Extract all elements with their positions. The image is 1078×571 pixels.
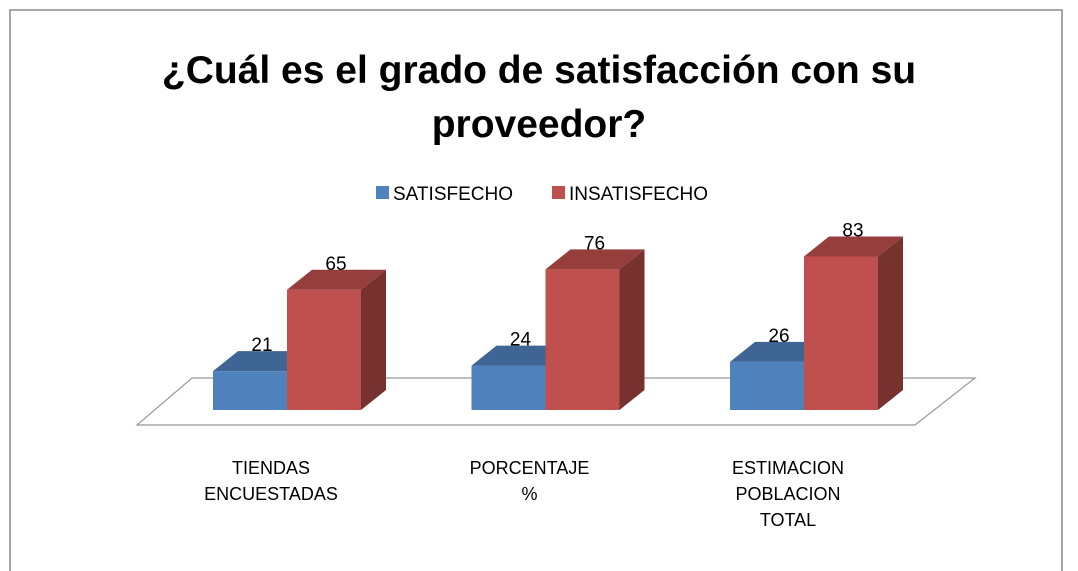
legend-label: INSATISFECHO: [569, 184, 708, 205]
bar-front: [471, 365, 546, 410]
chart-title: ¿Cuál es el grado de satisfacción con su…: [161, 49, 917, 146]
bar-front: [213, 371, 287, 410]
bar-front: [287, 289, 361, 410]
bar-top: [287, 269, 386, 290]
value-label: 26: [768, 326, 789, 347]
value-label: 76: [584, 233, 605, 254]
value-label: 83: [842, 220, 863, 241]
category-label: PORCENTAJE %: [469, 458, 590, 504]
value-label: 21: [251, 335, 272, 356]
category-label: ESTIMACION POBLACION TOTAL: [731, 458, 844, 530]
bar-top: [804, 236, 903, 257]
legend-swatch: [552, 186, 565, 199]
bar-top: [545, 249, 645, 270]
bar-front: [804, 256, 878, 410]
value-label: 24: [510, 330, 532, 351]
bar-side: [619, 249, 645, 410]
legend-label: SATISFECHO: [393, 184, 513, 205]
chart-border: [9, 9, 1063, 571]
bar-side: [878, 236, 903, 410]
bar-front: [545, 269, 620, 410]
bar-front: [730, 361, 804, 410]
category-label: TIENDAS ENCUESTADAS: [204, 458, 338, 504]
bar-side: [361, 269, 386, 410]
value-label: 65: [325, 254, 346, 275]
legend-swatch: [376, 186, 389, 199]
